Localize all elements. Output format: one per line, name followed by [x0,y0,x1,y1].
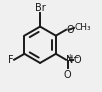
Text: +: + [66,53,73,62]
Text: O: O [64,70,71,80]
Text: O: O [67,25,74,35]
Text: Br: Br [35,2,45,13]
Text: F: F [8,55,14,65]
Text: O: O [73,55,81,65]
Text: N: N [66,55,74,65]
Text: −: − [72,53,78,62]
Text: CH₃: CH₃ [74,23,91,32]
